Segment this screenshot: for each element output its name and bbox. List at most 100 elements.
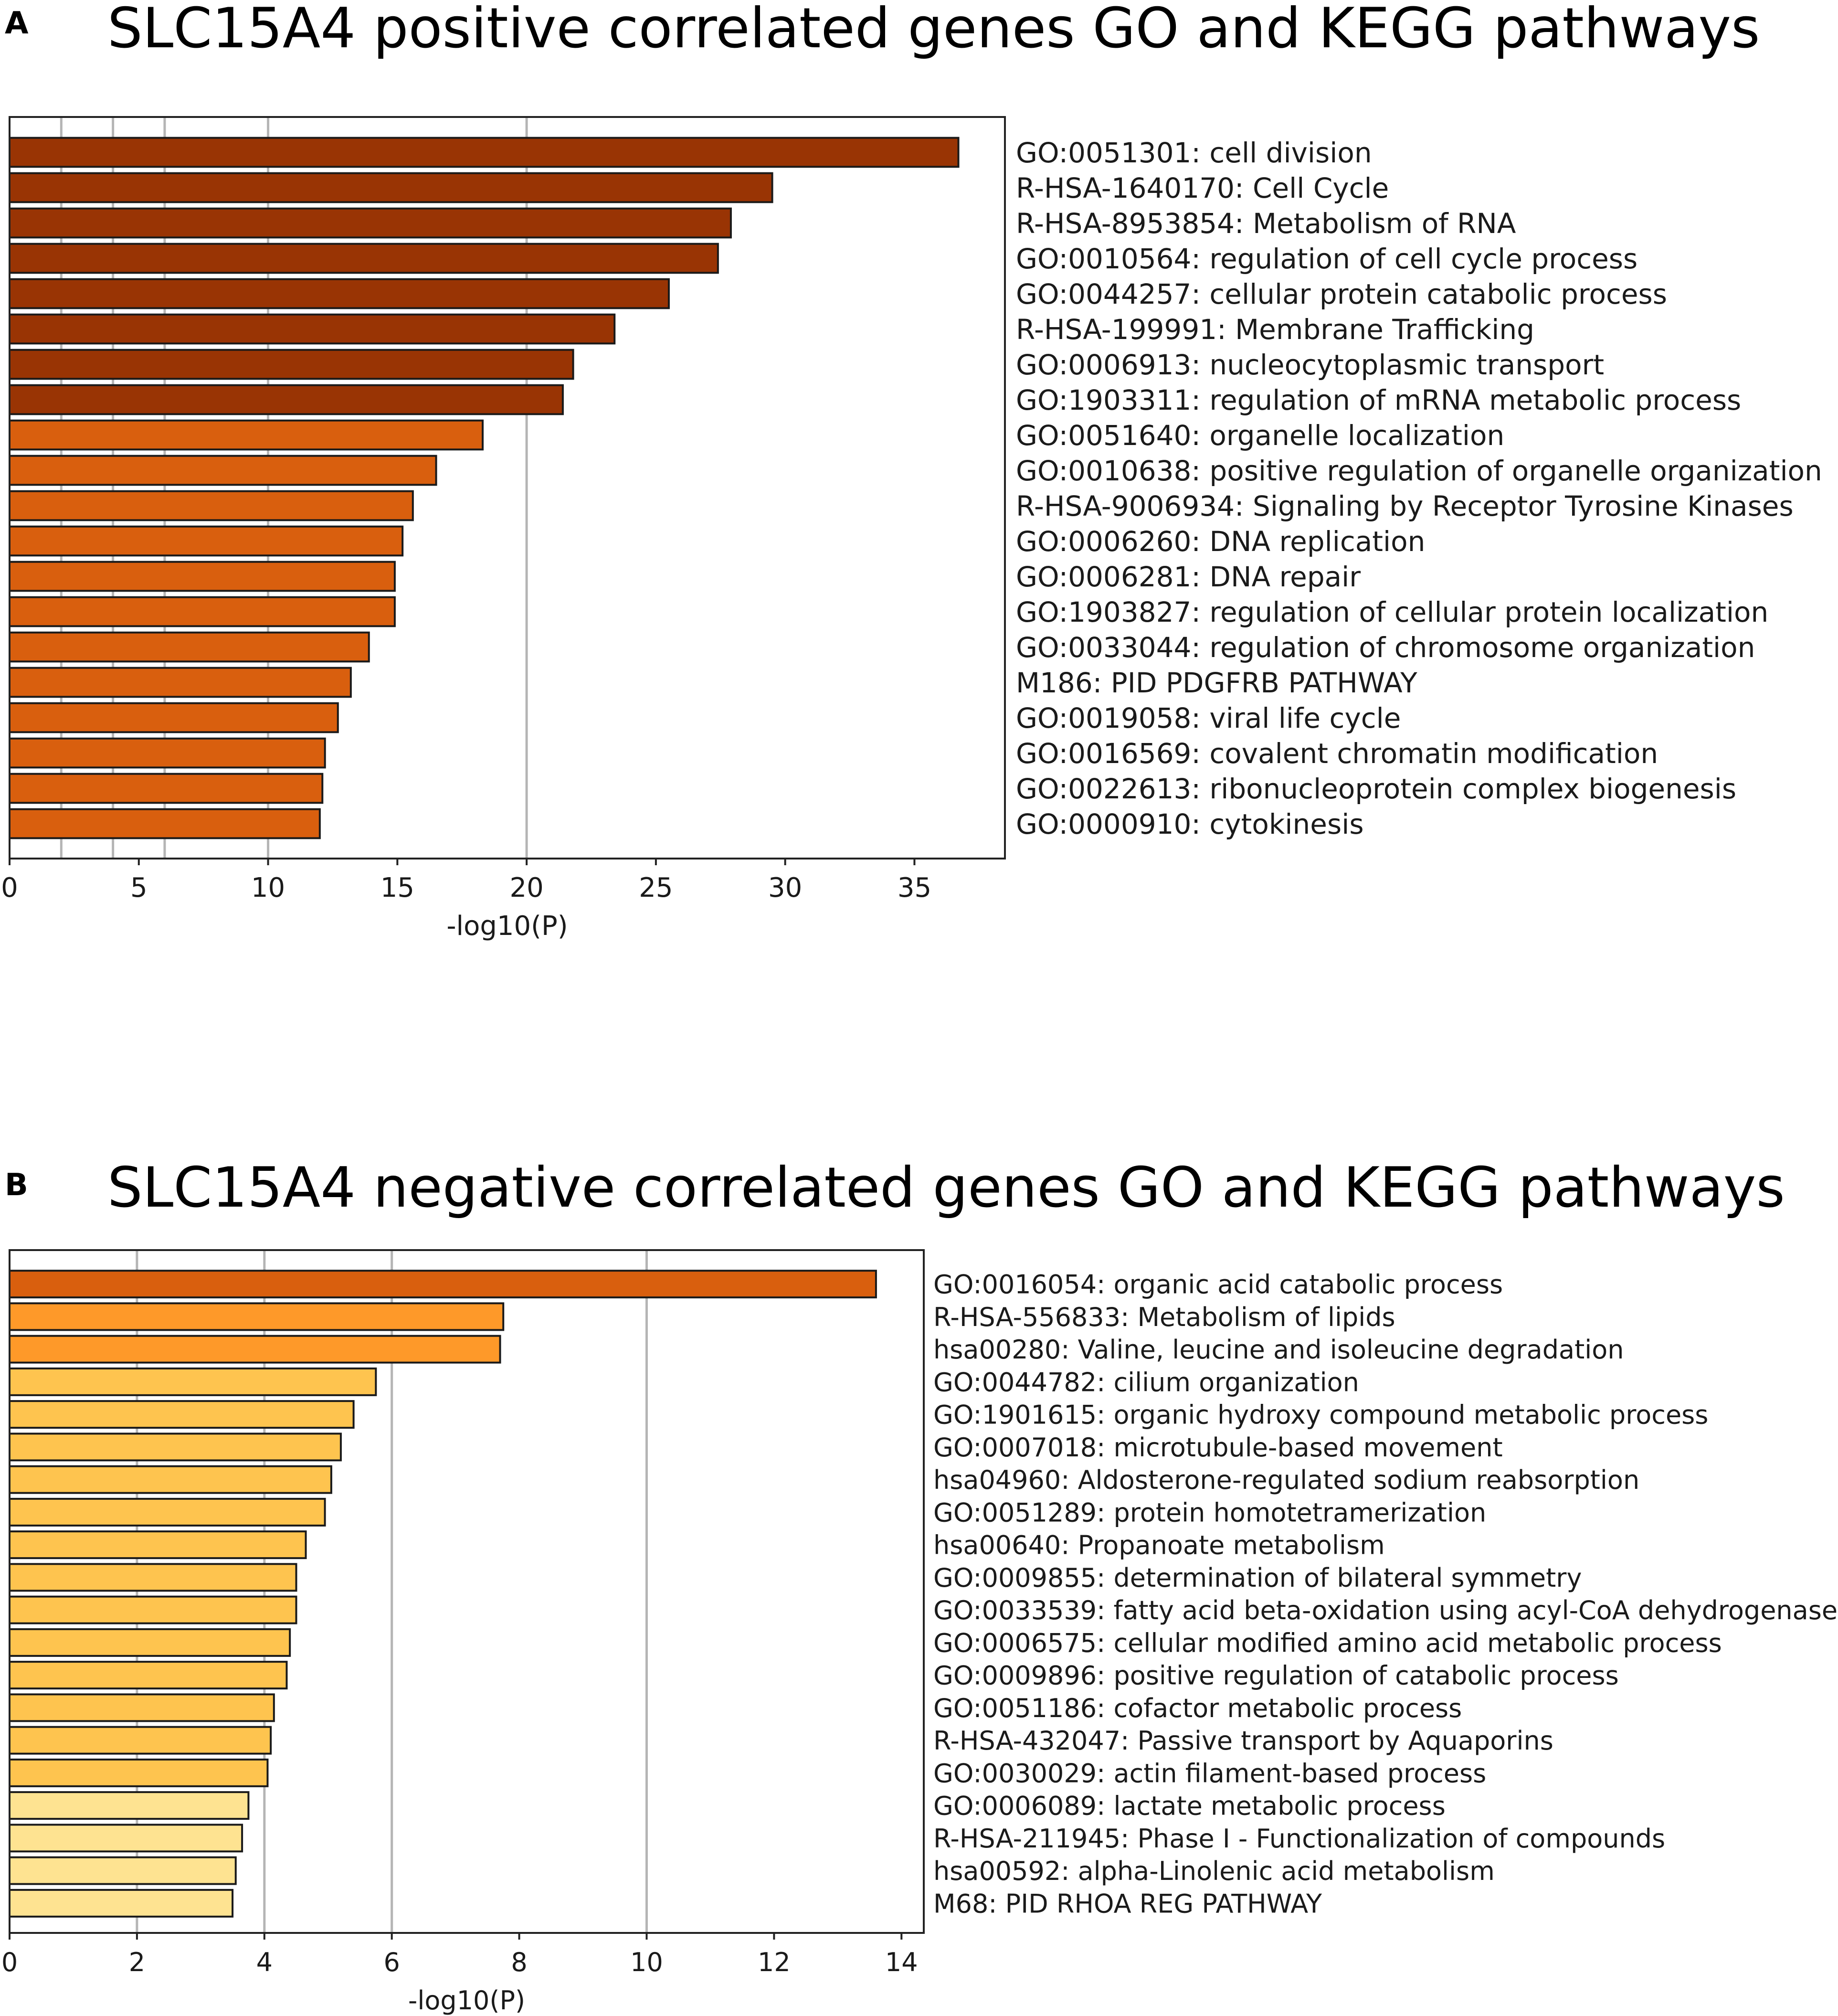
chart-a-category-label: R-HSA-9006934: Signaling by Receptor Tyr…: [1016, 490, 1794, 522]
chart-a-category-label: M186: PID PDGFRB PATHWAY: [1016, 667, 1417, 699]
chart-b-category-label: GO:0051186: cofactor metabolic process: [933, 1693, 1462, 1723]
chart-b-x-tick-label: 14: [885, 1947, 918, 1977]
chart-b-x-tick-label: 0: [1, 1947, 18, 1977]
chart-b-bar: [9, 1791, 250, 1820]
chart-a-bar: [9, 278, 670, 309]
chart-a-x-tick-label: 30: [768, 872, 802, 903]
chart-a-category-label: R-HSA-199991: Membrane Trafficking: [1016, 313, 1534, 346]
chart-b-bar: [9, 1367, 377, 1396]
chart-a-bar: [9, 313, 616, 345]
chart-b-x-tick-label: 8: [511, 1947, 527, 1977]
chart-b-x-tick-label: 12: [758, 1947, 791, 1977]
chart-a-bar: [9, 596, 396, 627]
chart-b-category-label: GO:1901615: organic hydroxy compound met…: [933, 1400, 1708, 1430]
chart-a: 0 5 10 15 20 25 30 35 -log10(P) GO:0051301: cell …: [1, 116, 1822, 942]
chart-a-x-tick-label: 5: [130, 872, 148, 903]
chart-b-bar: [9, 1889, 234, 1918]
chart-b-category-label: GO:0051289: protein homotetramerization: [933, 1497, 1486, 1528]
chart-b-bar: [9, 1693, 275, 1722]
chart-a-category-label: R-HSA-1640170: Cell Cycle: [1016, 172, 1389, 204]
chart-b-bar: [9, 1563, 297, 1592]
panel-a-label: A: [5, 6, 29, 41]
chart-a-category-label: R-HSA-8953854: Metabolism of RNA: [1016, 207, 1516, 240]
chart-a-bar: [9, 667, 352, 698]
chart-b-bar: [9, 1270, 877, 1299]
chart-a-bar: [9, 631, 370, 663]
chart-a-bar: [9, 349, 574, 380]
chart-a-bar: [9, 243, 719, 274]
chart-b-category-label: R-HSA-211945: Phase I - Functionalizatio…: [933, 1824, 1665, 1854]
chart-b-category-label: R-HSA-556833: Metabolism of lipids: [933, 1302, 1395, 1332]
chart-a-x-tick-label: 20: [509, 872, 543, 903]
chart-b-bar: [9, 1628, 291, 1657]
chart-b-bar: [9, 1335, 501, 1364]
chart-b-bar: [9, 1530, 307, 1560]
chart-a-bar: [9, 455, 437, 486]
chart-b-category-label: GO:0009896: positive regulation of catab…: [933, 1661, 1619, 1691]
chart-a-bar: [9, 808, 321, 839]
chart-b-bar: [9, 1661, 288, 1690]
chart-a-plot-frame: [9, 116, 1006, 859]
chart-a-category-label: GO:0033044: regulation of chromosome org…: [1016, 631, 1755, 664]
chart-a-category-label: GO:1903827: regulation of cellular prote…: [1016, 596, 1768, 628]
chart-b-category-label: hsa00280: Valine, leucine and isoleucine…: [933, 1335, 1624, 1365]
chart-a-category-label: GO:0006913: nucleocytoplasmic transport: [1016, 349, 1604, 381]
chart-a-category-label: GO:0000910: cytokinesis: [1016, 808, 1364, 840]
chart-a-x-tick-label: 10: [251, 872, 285, 903]
chart-b-bar: [9, 1824, 243, 1853]
chart-b-category-label: hsa00592: alpha-Linolenic acid metabolis…: [933, 1856, 1495, 1886]
chart-b-x-tick-label: 10: [630, 1947, 663, 1977]
chart-a-bar: [9, 737, 326, 769]
chart-a-category-label: GO:0019058: viral life cycle: [1016, 702, 1401, 734]
chart-b-bar: [9, 1726, 272, 1755]
chart-b-bar: [9, 1302, 505, 1331]
panel-a-title: SLC15A4 positive correlated genes GO and…: [107, 0, 1760, 61]
panel-b-label: B: [5, 1167, 28, 1203]
chart-b-x-tick-label: 2: [129, 1947, 145, 1977]
chart-b-category-label: GO:0007018: microtubule-based movement: [933, 1432, 1503, 1463]
chart-b-category-label: GO:0030029: actin filament-based process: [933, 1758, 1486, 1788]
chart-a-category-label: GO:0010564: regulation of cell cycle pro…: [1016, 243, 1637, 275]
chart-a-bar: [9, 419, 484, 451]
chart-b-category-label: GO:0009855: determination of bilateral s…: [933, 1563, 1582, 1593]
chart-a-bar: [9, 525, 404, 557]
chart-a-category-label: GO:0010638: positive regulation of organ…: [1016, 455, 1822, 487]
chart-a-x-tick-label: 25: [639, 872, 673, 903]
chart-b-category-label: GO:0006089: lactate metabolic process: [933, 1791, 1446, 1821]
chart-b-x-tick-label: 4: [256, 1947, 273, 1977]
chart-a-bar: [9, 702, 339, 733]
chart-a-category-label: GO:0006260: DNA replication: [1016, 525, 1425, 558]
chart-b-x-axis-label: -log10(P): [408, 1985, 525, 2016]
chart-b-bar: [9, 1432, 342, 1462]
chart-a-x-tick-label: 15: [380, 872, 414, 903]
chart-a-bar: [9, 490, 414, 521]
chart-a-category-label: GO:0006281: DNA repair: [1016, 561, 1361, 593]
chart-b-category-label: GO:0016054: organic acid catabolic proce…: [933, 1270, 1503, 1300]
chart-b-category-label: M68: PID RHOA REG PATHWAY: [933, 1889, 1322, 1919]
chart-b-bar: [9, 1758, 269, 1787]
chart-a-x-axis-label: -log10(P): [446, 911, 568, 942]
chart-a-category-label: GO:0044257: cellular protein catabolic p…: [1016, 278, 1667, 310]
chart-b-plot-frame: [9, 1249, 925, 1934]
chart-a-category-label: GO:0051640: organelle localization: [1016, 419, 1504, 452]
chart-a-x-tick-label: 0: [1, 872, 18, 903]
chart-b-category-label: GO:0006575: cellular modified amino acid…: [933, 1628, 1722, 1658]
panel-b-title: SLC15A4 negative correlated genes GO and…: [107, 1156, 1785, 1220]
chart-a-category-label: GO:0051301: cell division: [1016, 137, 1372, 169]
chart-a-category-label: GO:0016569: covalent chromatin modificat…: [1016, 737, 1658, 770]
chart-b-bar: [9, 1497, 326, 1527]
chart-b-bar: [9, 1465, 332, 1494]
chart-b-x-tick-label: 6: [384, 1947, 400, 1977]
chart-b-category-label: hsa00640: Propanoate metabolism: [933, 1530, 1385, 1560]
chart-b-bar: [9, 1595, 297, 1624]
chart-a-category-label: GO:1903311: regulation of mRNA metabolic…: [1016, 384, 1741, 416]
chart-a-bar: [9, 561, 396, 592]
chart-a-category-label: GO:0022613: ribonucleoprotein complex bi…: [1016, 773, 1736, 805]
chart-b-bar: [9, 1856, 237, 1885]
chart-b-category-label: hsa04960: Aldosterone-regulated sodium r…: [933, 1465, 1639, 1495]
chart-b-category-label: GO:0033539: fatty acid beta-oxidation us…: [933, 1595, 1838, 1625]
chart-b-bar: [9, 1400, 355, 1429]
chart-a-x-tick-label: 35: [898, 872, 931, 903]
chart-b-category-label: GO:0044782: cilium organization: [933, 1367, 1359, 1397]
